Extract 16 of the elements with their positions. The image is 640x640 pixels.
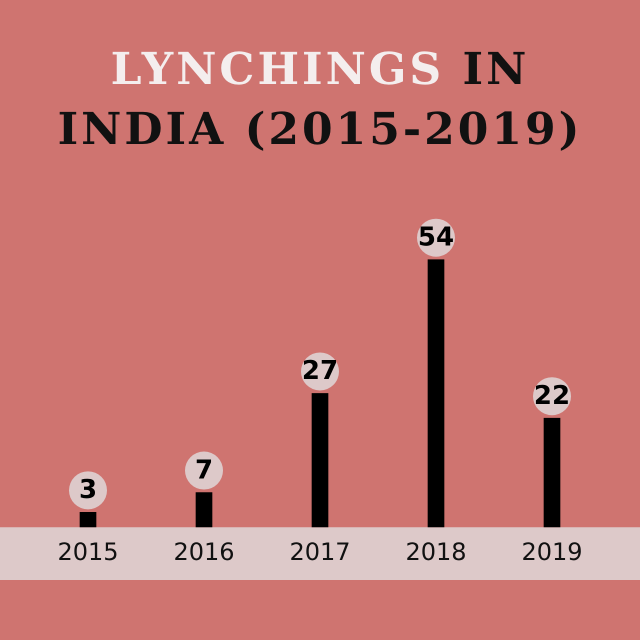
x-tick-label: 2019 [521,538,583,566]
x-tick-label: 2015 [57,538,119,566]
bar [544,418,560,528]
x-tick-label: 2018 [405,538,467,566]
bar [312,393,328,528]
x-tick-label: 2017 [289,538,351,566]
data-label: 7 [194,455,214,486]
data-label: 3 [78,475,98,506]
data-label: 54 [418,222,454,252]
chart-title: LYNCHINGS IN INDIA (2015-2019) [58,44,582,155]
data-label: 22 [534,380,570,411]
data-label: 27 [302,356,338,386]
bar [196,492,212,528]
bar [428,259,444,528]
x-tick-label: 2016 [173,538,235,566]
bar [80,512,96,528]
